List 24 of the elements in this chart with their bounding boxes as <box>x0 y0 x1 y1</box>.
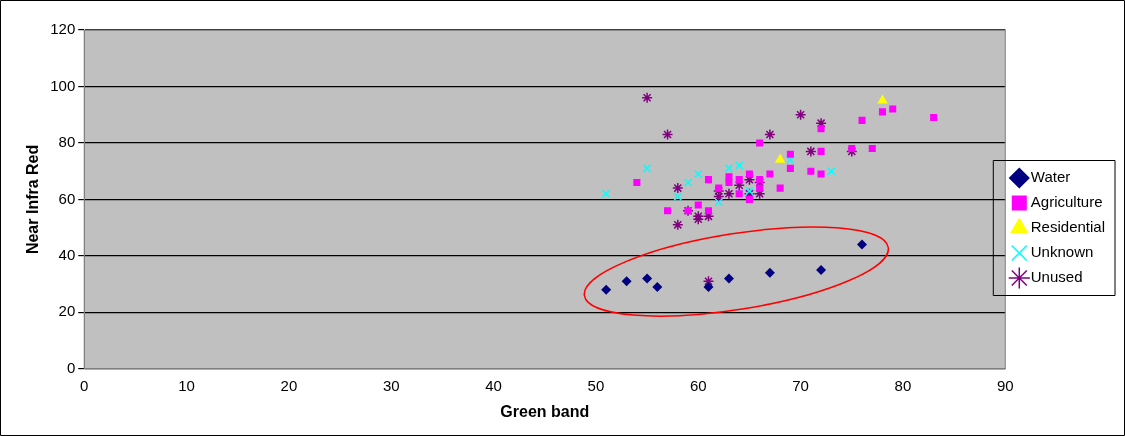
legend-label: Agriculture <box>1030 193 1103 211</box>
x-tick-label: 90 <box>996 376 1014 394</box>
x-tick-label: 50 <box>587 376 605 394</box>
y-tick-label: 20 <box>58 302 76 320</box>
x-tick-label: 70 <box>792 376 809 394</box>
y-axis-title: Near Infra Red <box>24 144 42 255</box>
y-tick-label: 60 <box>58 189 76 207</box>
legend-label: Unknown <box>1030 243 1094 261</box>
x-tick-label: 40 <box>485 376 502 394</box>
legend-label: Residential <box>1030 218 1106 236</box>
x-axis-title: Green band <box>500 402 590 420</box>
y-tick-label: 100 <box>50 76 76 94</box>
x-tick-label: 20 <box>280 376 298 394</box>
y-tick-label: 40 <box>58 246 76 264</box>
legend-label: Unused <box>1030 268 1083 286</box>
x-tick-label: 10 <box>178 376 195 394</box>
x-tick-label: 60 <box>689 376 707 394</box>
y-tick-label: 0 <box>66 358 76 376</box>
x-tick-label: 80 <box>894 376 912 394</box>
y-tick-label: 120 <box>50 20 76 38</box>
x-tick-label: 30 <box>382 376 400 394</box>
legend-label: Water <box>1030 168 1071 186</box>
x-tick-label: 0 <box>80 376 89 394</box>
y-tick-label: 80 <box>58 133 76 151</box>
